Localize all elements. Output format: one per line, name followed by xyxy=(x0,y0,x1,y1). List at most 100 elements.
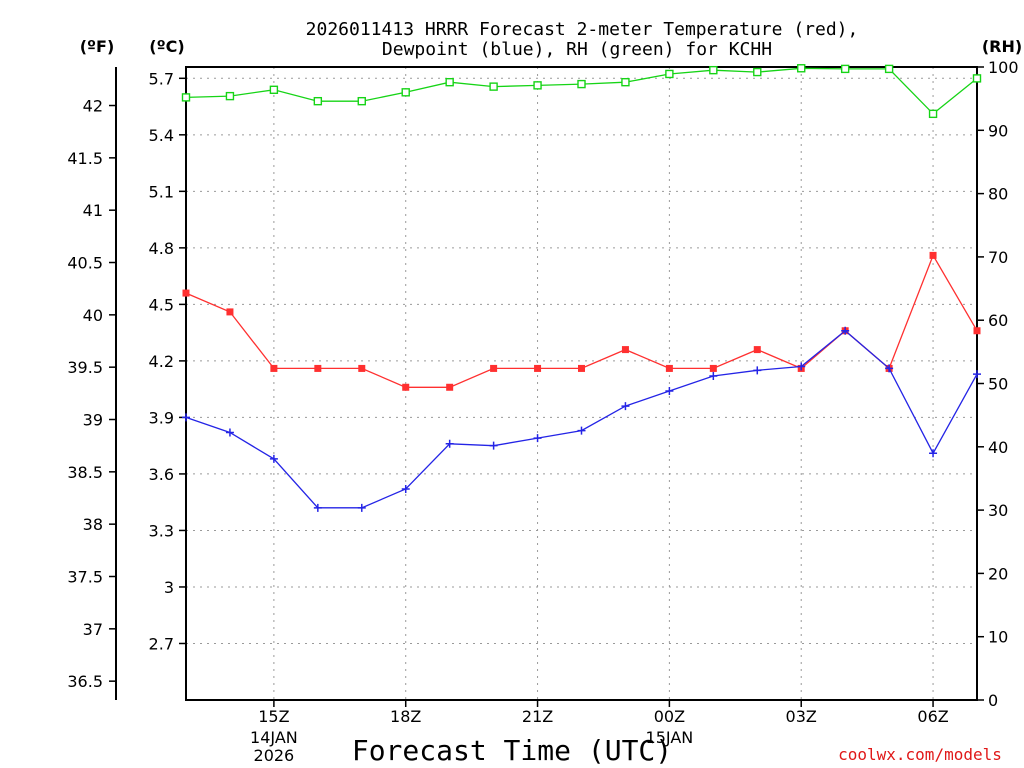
x-tick-date: 14JAN xyxy=(250,728,298,747)
dewpoint-point xyxy=(665,387,674,396)
dewpoint-point xyxy=(577,426,586,435)
plot-frame xyxy=(185,66,978,701)
grid-lines xyxy=(186,67,977,700)
temperature-point xyxy=(753,346,761,354)
temperature-point xyxy=(402,383,410,391)
x-tick-label: 03Z xyxy=(786,707,817,726)
temperature-point xyxy=(973,327,981,335)
dewpoint-point xyxy=(357,503,366,512)
dewpoint-point xyxy=(929,449,938,458)
rh-unit-label: (RH) xyxy=(982,37,1022,56)
celsius-tick-label: 3 xyxy=(164,578,174,597)
rh-point xyxy=(621,77,630,87)
dewpoint-point xyxy=(797,362,806,371)
data-series xyxy=(181,64,982,512)
celsius-tick-label: 4.8 xyxy=(149,239,174,258)
celsius-tick-label: 4.2 xyxy=(149,352,174,371)
rh-point xyxy=(577,79,586,89)
x-tick-label: 15Z xyxy=(258,707,289,726)
fahrenheit-tick-label: 37 xyxy=(83,620,103,639)
x-tick-label: 21Z xyxy=(522,707,553,726)
rh-tick-label: 10 xyxy=(988,628,1008,647)
rh-point xyxy=(972,74,982,83)
temperature-point xyxy=(270,364,278,372)
temperature-point xyxy=(621,346,629,354)
celsius-tick-label: 2.7 xyxy=(149,634,174,653)
fahrenheit-tick-label: 42 xyxy=(83,97,103,116)
fahrenheit-tick-label: 40 xyxy=(83,306,103,325)
fahrenheit-tick-label: 38.5 xyxy=(67,463,103,482)
rh-point xyxy=(709,65,718,75)
celsius-tick-label: 4.5 xyxy=(149,295,174,314)
rh-series-line xyxy=(185,67,978,115)
rh-tick-label: 60 xyxy=(988,311,1008,330)
dewpoint-point xyxy=(445,439,454,448)
rh-tick-label: 70 xyxy=(988,248,1008,267)
temperature-point xyxy=(226,308,234,316)
rh-point xyxy=(840,64,850,74)
dewpoint-point xyxy=(841,326,850,335)
temperature-point xyxy=(709,364,717,372)
rh-point xyxy=(884,64,894,74)
fahrenheit-tick-label: 39.5 xyxy=(67,358,103,377)
chart-title-line1: 2026011413 HRRR Forecast 2-meter Tempera… xyxy=(306,19,859,40)
rh-point xyxy=(225,91,235,101)
rh-tick-label: 80 xyxy=(988,185,1008,204)
fahrenheit-unit-label: (ºF) xyxy=(80,37,115,56)
rh-point xyxy=(753,67,762,77)
chart-title-line2: Dewpoint (blue), RH (green) for KCHH xyxy=(382,39,772,60)
dewpoint-point xyxy=(973,370,981,379)
x-tick-year: 2026 xyxy=(254,746,295,765)
temperature-point xyxy=(578,364,585,372)
temperature-point xyxy=(490,364,498,372)
temperature-point xyxy=(358,364,366,372)
x-tick-label: 18Z xyxy=(390,707,421,726)
dewpoint-point xyxy=(709,371,718,380)
rh-point xyxy=(928,109,938,119)
fahrenheit-tick-label: 39 xyxy=(83,411,103,430)
dewpoint-point xyxy=(489,441,498,450)
celsius-tick-label: 5.1 xyxy=(149,182,174,201)
fahrenheit-tick-label: 41 xyxy=(83,201,103,220)
dewpoint-point xyxy=(753,366,762,375)
dewpoint-point xyxy=(269,454,278,463)
fahrenheit-tick-label: 40.5 xyxy=(67,254,103,273)
rh-tick-label: 30 xyxy=(988,501,1008,520)
rh-point xyxy=(181,93,191,102)
rh-point xyxy=(269,85,279,94)
rh-tick-label: 90 xyxy=(988,121,1008,140)
temperature-point xyxy=(182,289,190,297)
celsius-tick-label: 5.7 xyxy=(149,69,174,88)
temperature-point xyxy=(314,364,322,372)
fahrenheit-tick-label: 36.5 xyxy=(67,672,103,691)
rh-point xyxy=(401,88,410,97)
rh-tick-label: 50 xyxy=(988,375,1008,394)
rh-tick-label: 0 xyxy=(988,691,998,710)
celsius-tick-label: 5.4 xyxy=(149,126,174,145)
fahrenheit-tick-label: 41.5 xyxy=(67,149,103,168)
temperature-point xyxy=(665,364,673,372)
temperature-point xyxy=(446,383,454,391)
x-tick-date: 15JAN xyxy=(646,728,694,747)
rh-point xyxy=(445,77,454,87)
dewpoint-point xyxy=(313,503,322,512)
dewpoint-point xyxy=(182,413,190,422)
celsius-tick-label: 3.3 xyxy=(149,521,174,540)
credit-text: coolwx.com/models xyxy=(838,745,1002,764)
x-axis-label: Forecast Time (UTC) xyxy=(352,734,672,767)
x-tick-label: 00Z xyxy=(654,707,685,726)
rh-point xyxy=(357,96,366,106)
rh-point xyxy=(533,81,542,90)
dewpoint-point xyxy=(885,364,894,373)
rh-point xyxy=(665,69,674,79)
x-tick-label: 06Z xyxy=(917,707,948,726)
dewpoint-series-line xyxy=(185,329,978,509)
rh-tick-label: 20 xyxy=(988,564,1008,583)
celsius-unit-label: (ºC) xyxy=(149,37,184,56)
dewpoint-point xyxy=(401,485,410,493)
celsius-tick-label: 3.9 xyxy=(149,408,174,427)
rh-point xyxy=(797,64,806,73)
dewpoint-point xyxy=(533,434,542,443)
